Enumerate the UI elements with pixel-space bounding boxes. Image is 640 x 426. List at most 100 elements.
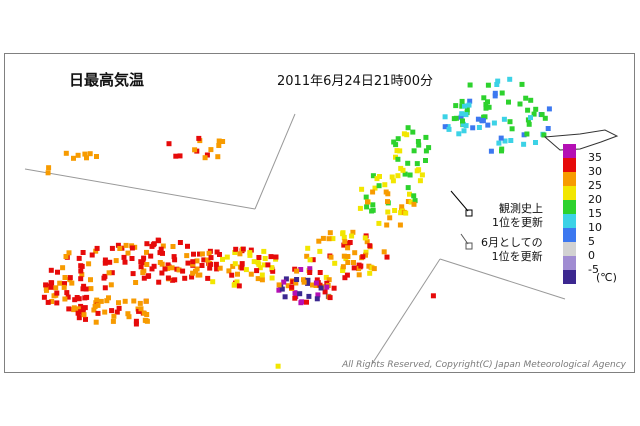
station-marker (230, 263, 236, 269)
station-marker (149, 266, 155, 272)
legend-record-text: 観測史上 1位を更新 (492, 202, 543, 229)
station-marker (144, 249, 149, 255)
station-marker (326, 277, 332, 283)
station-marker (220, 256, 225, 262)
station-marker (351, 265, 357, 271)
station-marker (268, 254, 274, 260)
station-marker (341, 253, 347, 259)
station-marker (395, 136, 401, 142)
station-marker (466, 102, 472, 108)
station-marker (83, 286, 89, 292)
station-marker (290, 279, 296, 285)
station-marker (94, 245, 100, 251)
station-marker (45, 170, 51, 176)
station-marker (430, 293, 436, 299)
station-marker (94, 154, 99, 159)
station-marker (146, 273, 152, 279)
station-marker (141, 275, 147, 281)
station-marker (317, 282, 323, 288)
station-marker (299, 299, 305, 305)
station-marker (192, 147, 198, 153)
station-marker (130, 271, 136, 277)
station-marker (208, 147, 214, 153)
station-marker (417, 178, 423, 184)
station-marker (143, 298, 149, 304)
station-marker (385, 199, 390, 205)
station-marker (451, 116, 457, 122)
station-marker (453, 103, 459, 109)
station-marker (486, 104, 492, 110)
station-marker (66, 250, 72, 256)
station-marker (54, 300, 60, 306)
scale-swatch (563, 186, 576, 200)
station-marker (458, 114, 464, 120)
station-marker (197, 251, 202, 257)
station-marker (285, 283, 291, 289)
station-marker (92, 304, 98, 309)
station-marker (133, 318, 139, 324)
station-marker (307, 257, 313, 263)
station-marker (357, 205, 363, 211)
inset-border (460, 233, 469, 245)
station-marker (461, 128, 467, 134)
station-marker (65, 294, 71, 300)
scale-swatch (563, 158, 576, 172)
station-marker (360, 254, 366, 260)
station-marker (298, 267, 304, 272)
station-marker (294, 277, 300, 282)
station-marker (494, 82, 500, 87)
station-marker (400, 167, 406, 173)
legend-month-marker (465, 242, 473, 250)
station-marker (533, 106, 539, 112)
station-marker (41, 294, 47, 300)
station-marker (363, 252, 368, 258)
station-marker (317, 248, 323, 254)
station-marker (190, 259, 196, 265)
station-marker (80, 306, 86, 312)
station-marker (171, 254, 177, 260)
inset-border (24, 168, 256, 210)
station-marker (289, 284, 295, 290)
station-marker (385, 209, 391, 215)
station-marker (206, 250, 212, 256)
station-marker (74, 295, 80, 300)
station-marker (75, 152, 81, 158)
station-marker (214, 249, 220, 255)
station-marker (138, 306, 144, 312)
station-marker (345, 254, 351, 259)
station-marker (247, 250, 253, 256)
station-marker (385, 191, 391, 197)
station-marker (526, 121, 532, 127)
station-marker (170, 277, 176, 283)
station-marker (281, 279, 287, 285)
station-marker (365, 199, 370, 205)
station-marker (109, 245, 115, 251)
station-marker (165, 275, 171, 281)
station-marker (80, 250, 86, 255)
station-marker (201, 257, 207, 263)
scale-label: 30 (588, 165, 602, 178)
station-marker (459, 111, 465, 117)
station-marker (185, 260, 191, 266)
station-marker (122, 298, 128, 304)
station-marker (53, 285, 59, 291)
station-marker (231, 282, 237, 288)
station-marker (140, 260, 146, 266)
scale-swatch (563, 228, 576, 242)
station-marker (470, 125, 476, 131)
station-marker (104, 298, 110, 304)
station-marker (445, 124, 451, 130)
station-marker (158, 246, 164, 252)
station-marker (144, 241, 150, 247)
station-marker (93, 319, 99, 325)
station-marker (126, 314, 132, 320)
station-marker (491, 120, 497, 126)
station-marker (86, 261, 92, 267)
station-marker (464, 107, 470, 113)
scale-swatch (563, 242, 576, 256)
station-marker (523, 95, 529, 101)
station-marker (275, 363, 281, 369)
station-marker (467, 82, 473, 88)
station-marker (397, 222, 403, 228)
station-marker (160, 243, 166, 249)
